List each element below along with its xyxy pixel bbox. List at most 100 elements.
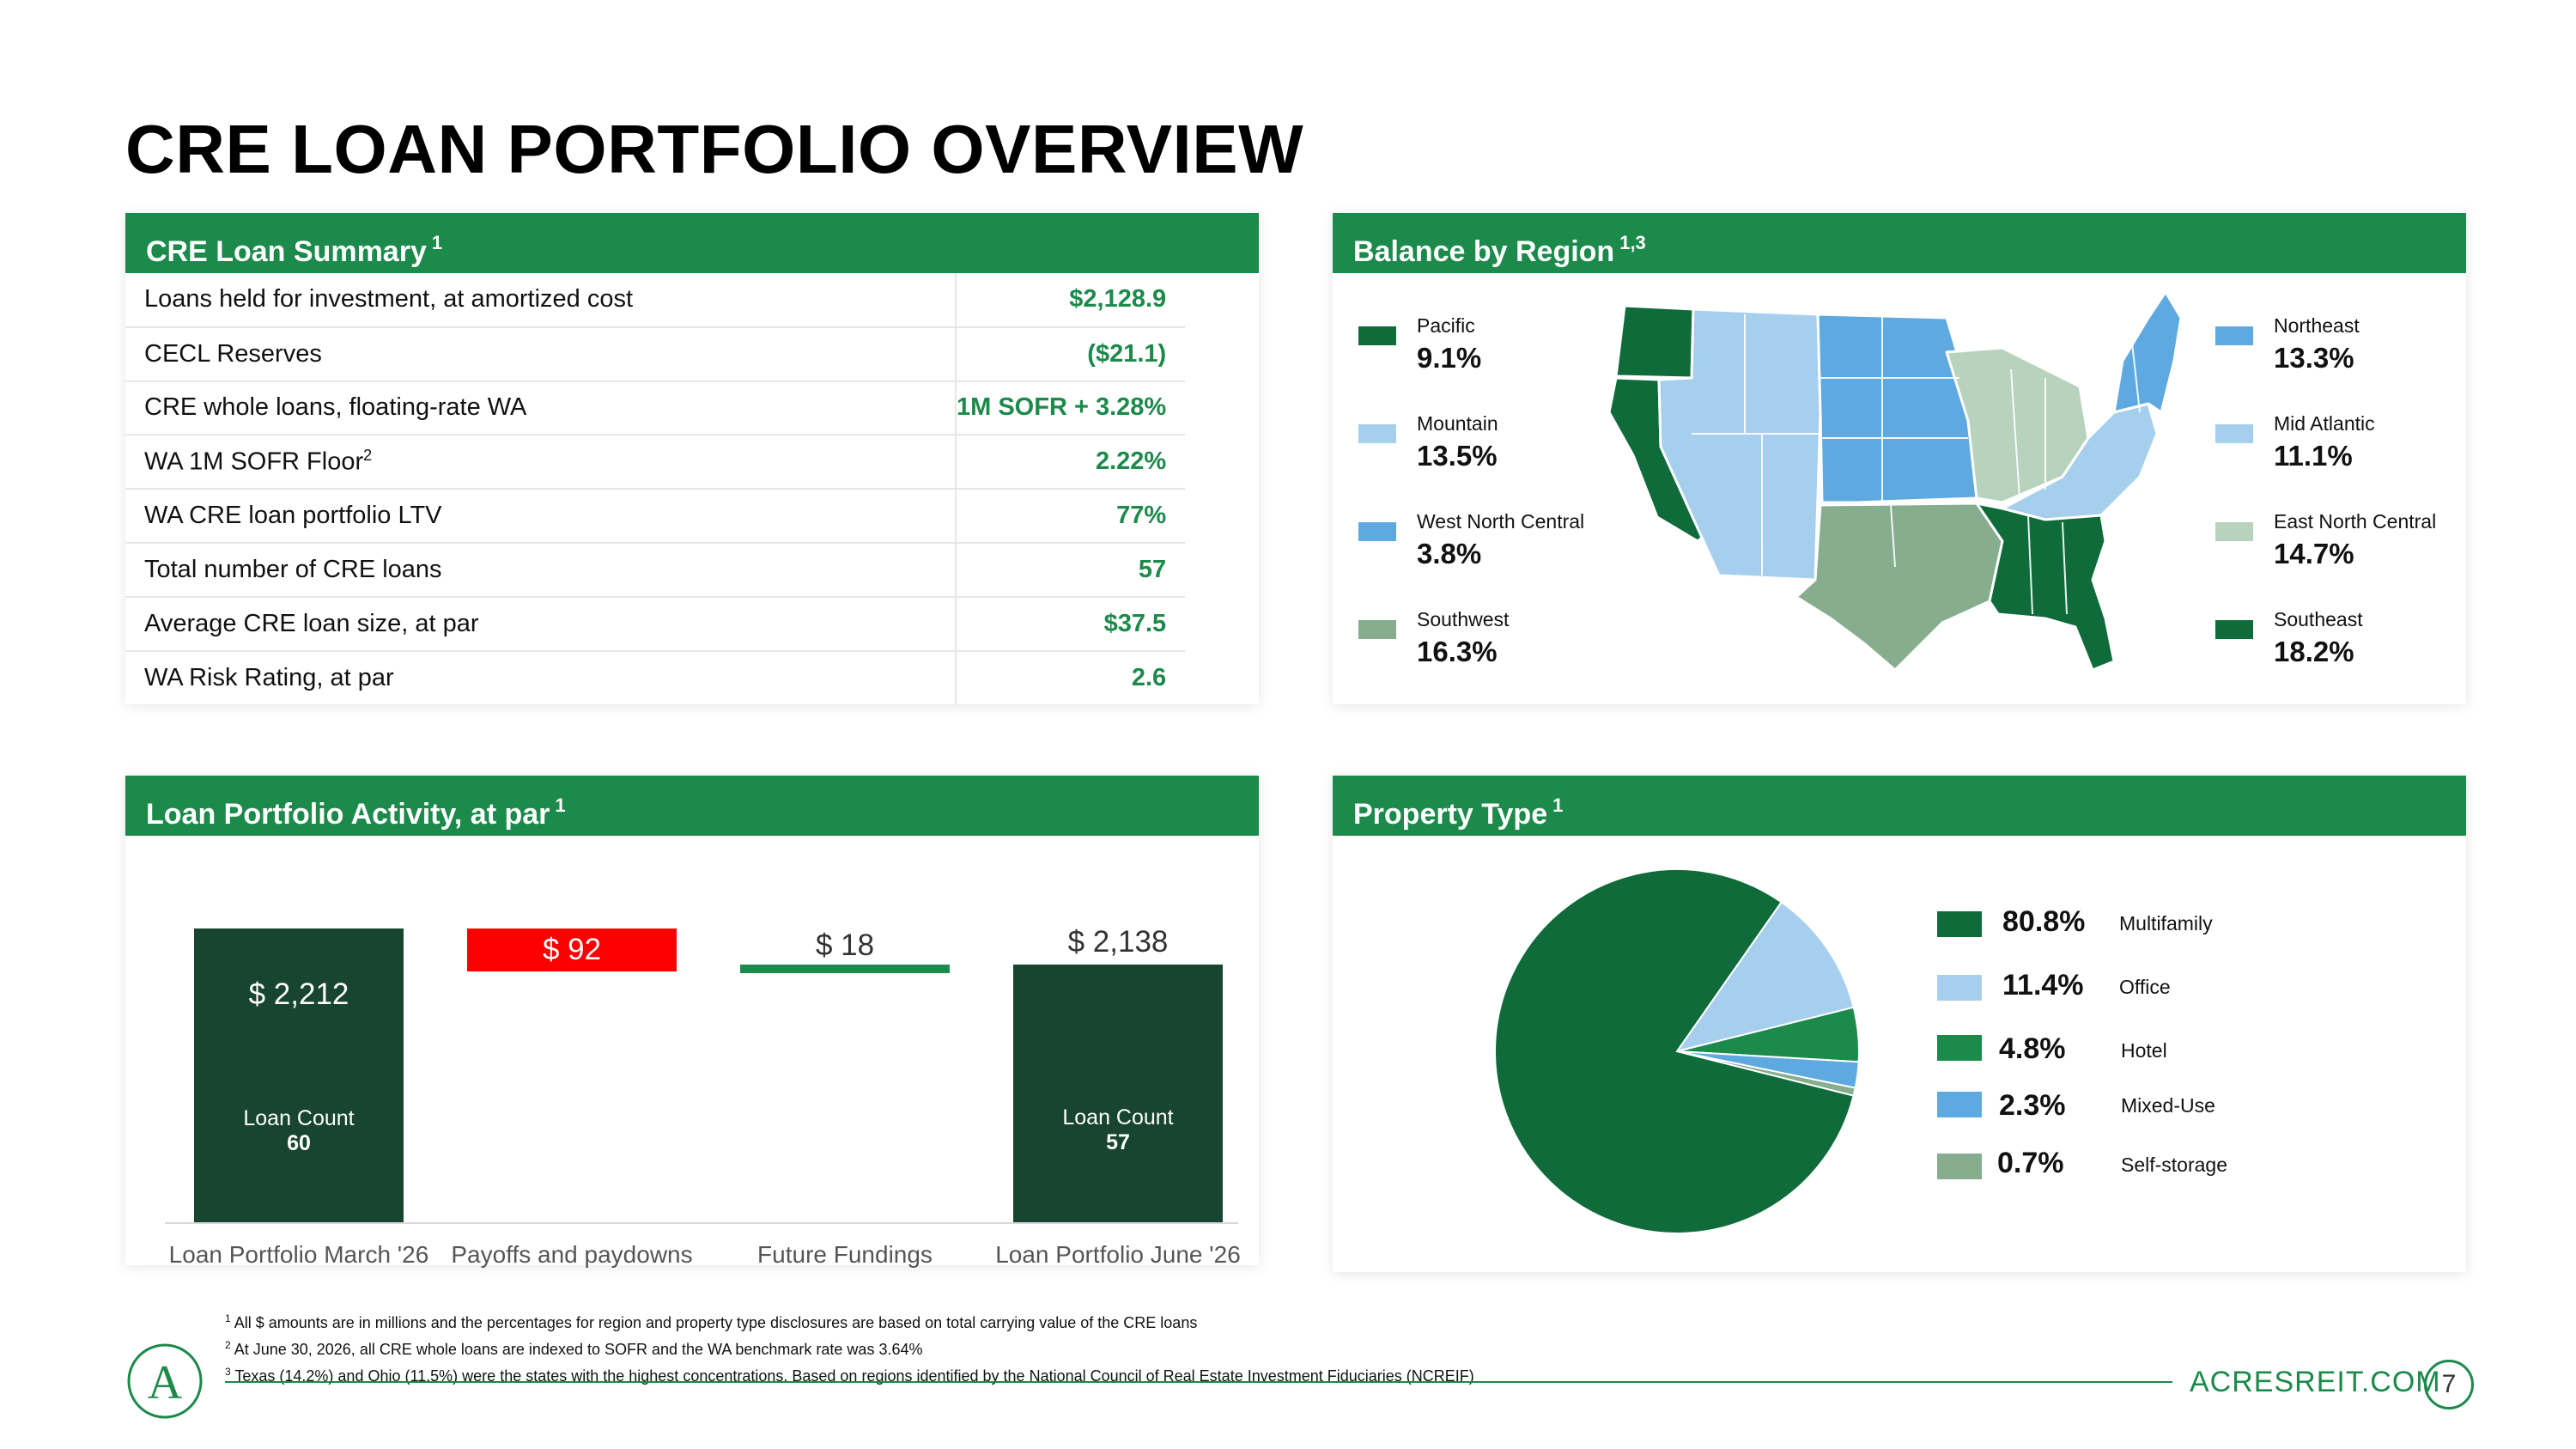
footnote-1: 1 All $ amounts are in millions and the …: [225, 1312, 1198, 1331]
legend-swatch-self-storage: [1937, 1154, 1982, 1179]
page-number: 7: [2424, 1360, 2474, 1409]
row-label: Total number of CRE loans: [125, 542, 957, 598]
row-value: $2,128.9: [956, 273, 1186, 328]
row-value: 2.22%: [956, 435, 1186, 490]
company-logo: A: [125, 1342, 204, 1421]
us-region-map: [1607, 290, 2183, 672]
legend-pct: 9.1%: [1417, 342, 1482, 374]
row-label: WA 1M SOFR Floor2: [125, 435, 957, 490]
legend-pct: 13.5%: [1417, 440, 1498, 472]
map-pacific-region: [1614, 304, 1695, 380]
legend-swatch-hotel: [1937, 1035, 1982, 1061]
legend-name: East North Central: [2274, 510, 2437, 533]
legend-pct: 11.1%: [2274, 440, 2353, 472]
legend-pct: 3.8%: [1417, 538, 1482, 569]
x-label-march: Loan Portfolio March '26: [168, 1241, 429, 1268]
row-value: 57: [956, 542, 1186, 598]
bar-march: [194, 928, 404, 1222]
legend-name: Mountain: [1417, 412, 1498, 435]
row-label: WA CRE loan portfolio LTV: [125, 489, 957, 544]
legend-name: West North Central: [1417, 510, 1585, 533]
legend-swatch: [2215, 424, 2253, 443]
row-label: Loans held for investment, at amortized …: [125, 273, 957, 328]
row-value: ($21.1): [956, 326, 1186, 382]
x-label-june: Loan Portfolio June '26: [995, 1241, 1241, 1268]
property-type-panel: Property Type 1 80.8% Multifamily 11.4% O…: [1333, 776, 2466, 1272]
map-northeast-region: [2112, 290, 2183, 414]
summary-table: Loans held for investment, at amortized …: [125, 273, 1186, 705]
footnote-2: 2 At June 30, 2026, all CRE whole loans …: [225, 1339, 923, 1358]
legend-swatch: [2215, 326, 2253, 345]
pct-multifamily: 80.8%: [2002, 905, 2086, 938]
activity-header: Loan Portfolio Activity, at par 1: [125, 776, 1259, 836]
legend-swatch: [2215, 522, 2253, 541]
table-row: WA 1M SOFR Floor2 2.22%: [125, 435, 1186, 490]
table-row: Loans held for investment, at amortized …: [125, 273, 1186, 328]
row-value: 1M SOFR + 3.28%: [956, 381, 1186, 436]
pct-self-storage: 0.7%: [1997, 1147, 2064, 1179]
map-southwest-region: [1795, 502, 2004, 672]
x-label-payoffs: Payoffs and paydowns: [451, 1241, 693, 1268]
map-southeast-region: [1975, 502, 2116, 672]
pct-office: 11.4%: [2002, 969, 2084, 1002]
bar-payoffs: [467, 928, 677, 971]
x-label-future-fundings: Future Fundings: [757, 1241, 933, 1268]
bar-future-fundings-value-label: $ 18: [815, 928, 875, 962]
bar-june-value-label: $ 2,138: [1067, 925, 1169, 959]
legend-swatch-office: [1937, 975, 1982, 1001]
name-mixed-use: Mixed-Use: [2121, 1094, 2215, 1117]
bar-june-count: Loan Count 57: [1062, 1105, 1174, 1154]
map-west-north-central-region: [1816, 313, 1978, 504]
pct-hotel: 4.8%: [1999, 1032, 2066, 1065]
row-label: CRE whole loans, floating-rate WA: [125, 381, 957, 436]
pie-slice-office: [1674, 900, 1855, 1053]
cre-loan-summary-panel: CRE Loan Summary 1 Loans held for investm…: [125, 213, 1259, 705]
row-label: WA Risk Rating, at par: [125, 650, 957, 705]
bar-june: [1013, 965, 1223, 1222]
table-row: WA Risk Rating, at par 2.6: [125, 650, 1185, 705]
name-office: Office: [2119, 976, 2171, 998]
pie-slice-multifamily: [1494, 868, 1855, 1234]
legend-swatch: [1358, 522, 1396, 541]
legend-swatch-mixed-use: [1937, 1092, 1982, 1117]
page-title: CRE LOAN PORTFOLIO OVERVIEW: [125, 111, 1304, 187]
footnotes: 1 All $ amounts are in millions and the …: [225, 1307, 1474, 1387]
row-value: 77%: [956, 489, 1186, 544]
legend-pct: 16.3%: [1417, 636, 1498, 667]
legend-pct: 13.3%: [2274, 342, 2354, 374]
table-row: CECL Reserves ($21.1): [125, 326, 1186, 382]
footer-url-link[interactable]: ACRESREIT.COM: [2190, 1366, 2441, 1398]
bar-march-value-label: $ 2,212: [248, 977, 349, 1011]
summary-header: CRE Loan Summary 1: [125, 213, 1259, 273]
property-pie-chart: [1494, 868, 1860, 1234]
legend-name: Southwest: [1417, 608, 1510, 630]
name-hotel: Hotel: [2121, 1039, 2167, 1062]
row-value: $37.5: [956, 596, 1186, 652]
footnote-marker: 2: [363, 447, 373, 465]
bar-march-count: Loan Count 60: [243, 1106, 355, 1155]
property-header: Property Type 1: [1333, 776, 2466, 836]
x-axis-line: [165, 1222, 1238, 1224]
row-label: Average CRE loan size, at par: [125, 596, 957, 652]
table-row: Average CRE loan size, at par $37.5: [125, 596, 1186, 652]
region-header: Balance by Region 1,3: [1333, 213, 2466, 273]
legend-pct: 18.2%: [2274, 636, 2354, 667]
svg-text:A: A: [148, 1356, 183, 1409]
pct-mixed-use: 2.3%: [1999, 1089, 2066, 1122]
legend-name: Mid Atlantic: [2274, 412, 2375, 435]
footer-divider: [225, 1381, 2172, 1383]
footnote-3: 3 Texas (14.2%) and Ohio (11.5%) were th…: [225, 1366, 1474, 1385]
loan-activity-panel: Loan Portfolio Activity, at par 1 $ 2,212…: [125, 776, 1259, 1268]
legend-swatch: [1358, 326, 1396, 345]
name-self-storage: Self-storage: [2121, 1154, 2228, 1176]
legend-swatch: [1358, 424, 1396, 443]
legend-swatch: [1358, 620, 1396, 639]
legend-name: Northeast: [2274, 314, 2360, 337]
name-multifamily: Multifamily: [2119, 912, 2213, 935]
table-row: WA CRE loan portfolio LTV 77%: [125, 489, 1186, 544]
row-value: 2.6: [1131, 663, 1167, 691]
legend-name: Pacific: [1417, 314, 1475, 337]
legend-pct: 14.7%: [2274, 538, 2354, 569]
table-row: Total number of CRE loans 57: [125, 542, 1186, 598]
balance-by-region-panel: Balance by Region 1,3 Pacific 9.1% Mounta…: [1333, 213, 2466, 704]
